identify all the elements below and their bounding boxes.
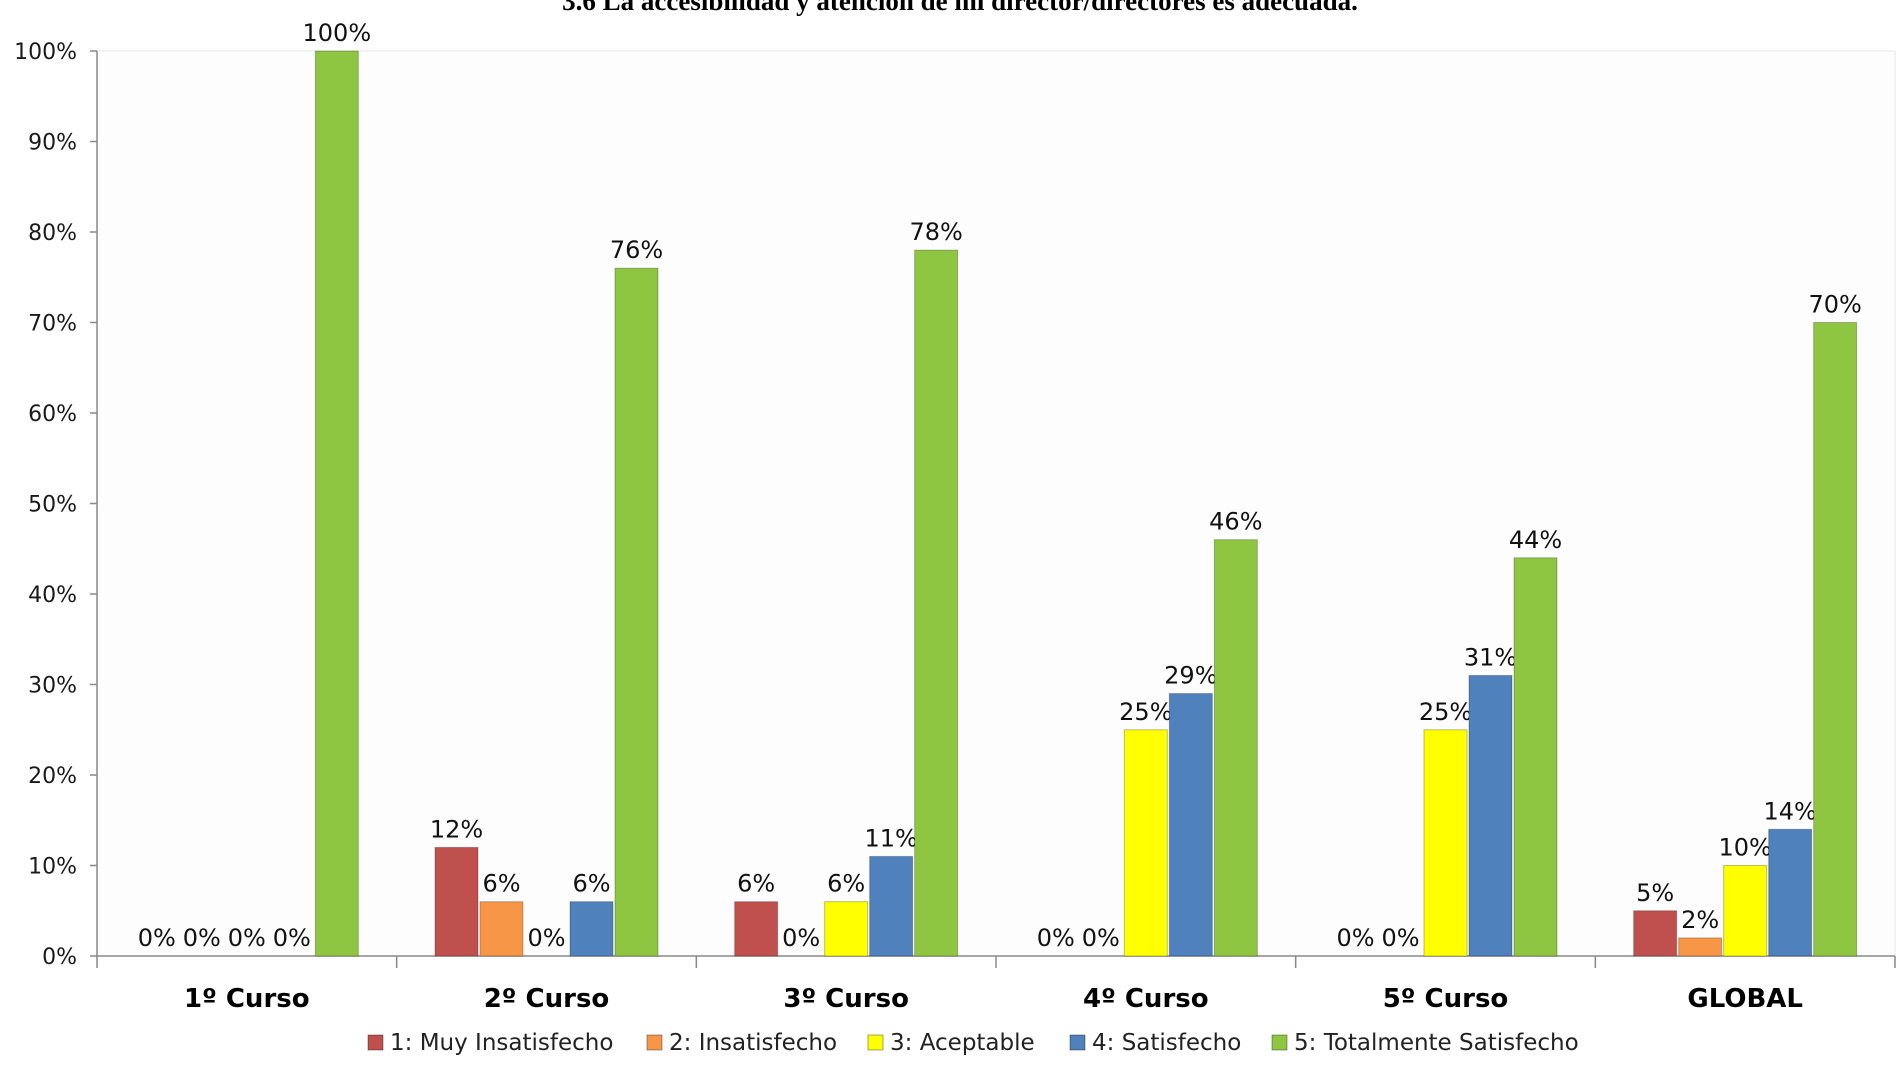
y-tick-label: 80%: [28, 221, 77, 246]
data-label: 29%: [1164, 662, 1217, 690]
data-label: 6%: [572, 870, 610, 898]
bar: [734, 901, 779, 957]
x-category-label: 2º Curso: [484, 984, 610, 1014]
data-label: 25%: [1419, 698, 1472, 726]
data-label: 0%: [1082, 924, 1120, 952]
data-label: 5%: [1636, 879, 1674, 907]
x-category-label: GLOBAL: [1687, 984, 1803, 1014]
bar: [1768, 828, 1813, 957]
y-tick-label: 70%: [28, 312, 77, 337]
legend-label: 2: Insatisfecho: [669, 1030, 837, 1056]
legend-swatch: [1069, 1034, 1086, 1051]
y-tick-label: 10%: [28, 855, 77, 880]
legend-label: 3: Aceptable: [890, 1030, 1035, 1056]
data-label: 6%: [827, 870, 865, 898]
plot-background: [96, 50, 1896, 957]
bar: [1468, 674, 1513, 957]
data-label: 6%: [737, 870, 775, 898]
y-tick-label: 0%: [42, 945, 77, 970]
legend-label: 1: Muy Insatisfecho: [390, 1030, 613, 1056]
data-label: 0%: [1336, 924, 1374, 952]
data-label: 0%: [527, 924, 565, 952]
data-label: 0%: [273, 924, 311, 952]
bar: [869, 855, 914, 957]
data-label: 12%: [430, 815, 483, 843]
data-label: 78%: [909, 218, 962, 246]
y-tick-label: 30%: [28, 674, 77, 699]
y-tick-label: 100%: [14, 40, 77, 65]
bar: [479, 901, 524, 957]
bar: [1678, 937, 1723, 957]
bar: [1213, 539, 1258, 957]
bar: [824, 901, 869, 957]
data-label: 2%: [1681, 906, 1719, 934]
data-label: 6%: [482, 870, 520, 898]
bar: [1513, 557, 1558, 957]
data-label: 0%: [1381, 924, 1419, 952]
bar: [434, 846, 479, 957]
bar: [614, 267, 659, 957]
legend-swatch: [1271, 1034, 1288, 1051]
data-label: 44%: [1509, 526, 1562, 554]
y-tick-label: 50%: [28, 493, 77, 518]
data-label: 0%: [1037, 924, 1075, 952]
data-label: 25%: [1119, 698, 1172, 726]
bar: [1423, 729, 1468, 957]
legend-swatch: [367, 1034, 384, 1051]
data-label: 14%: [1763, 797, 1816, 825]
data-label: 0%: [228, 924, 266, 952]
data-label: 0%: [183, 924, 221, 952]
data-label: 31%: [1464, 643, 1517, 671]
x-category-label: 4º Curso: [1083, 984, 1209, 1014]
legend: 1: Muy Insatisfecho 2: Insatisfecho 3: Ace…: [367, 1030, 1579, 1056]
bar: [1168, 693, 1213, 957]
y-tick-label: 40%: [28, 583, 77, 608]
data-label: 100%: [303, 19, 372, 47]
chart-title: 3.6 La accesibilidad y atención de mi di…: [562, 0, 1358, 16]
data-label: 10%: [1718, 834, 1771, 862]
bar: [1723, 865, 1768, 957]
legend-swatch: [867, 1034, 884, 1051]
data-label: 70%: [1808, 291, 1861, 319]
bar: [1123, 729, 1168, 957]
y-tick-label: 20%: [28, 764, 77, 789]
plot-area: 0% 10% 20% 30% 40% 50% 60% 70% 80% 90% 100% 1º Curs…: [14, 19, 1896, 1014]
x-category-label: 3º Curso: [783, 984, 909, 1014]
x-category-label: 1º Curso: [184, 984, 310, 1014]
bar: [569, 901, 614, 957]
y-tick-label: 60%: [28, 402, 77, 427]
bar: [1633, 910, 1678, 957]
bar: [1813, 322, 1858, 957]
data-label: 46%: [1209, 508, 1262, 536]
bar: [914, 249, 959, 957]
data-label: 0%: [138, 924, 176, 952]
legend-label: 4: Satisfecho: [1092, 1030, 1241, 1056]
data-label: 0%: [782, 924, 820, 952]
bar: [314, 50, 359, 957]
data-label: 76%: [610, 236, 663, 264]
data-label: 11%: [864, 824, 917, 852]
y-tick-label: 90%: [28, 131, 77, 156]
x-category-label: 5º Curso: [1383, 984, 1509, 1014]
legend-swatch: [646, 1034, 663, 1051]
legend-label: 5: Totalmente Satisfecho: [1294, 1030, 1579, 1056]
